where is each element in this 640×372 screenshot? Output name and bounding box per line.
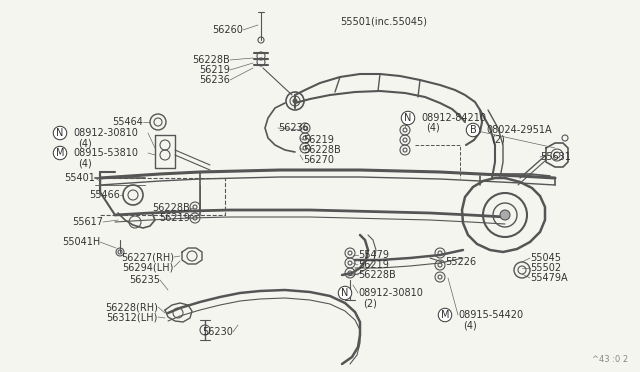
Text: 56312(LH): 56312(LH) — [107, 312, 158, 322]
Text: (2): (2) — [363, 298, 377, 308]
Text: 55045: 55045 — [530, 253, 561, 263]
Text: 56228(RH): 56228(RH) — [105, 302, 158, 312]
Text: M: M — [56, 148, 64, 158]
Text: 08912-30810: 08912-30810 — [73, 128, 138, 138]
Text: 56219: 56219 — [303, 135, 334, 145]
Text: 55466: 55466 — [89, 190, 120, 200]
Text: 56228B: 56228B — [152, 203, 190, 213]
Circle shape — [500, 210, 510, 220]
Text: (4): (4) — [426, 123, 440, 133]
Text: 56228B: 56228B — [192, 55, 230, 65]
Text: 56219: 56219 — [199, 65, 230, 75]
Text: 56236: 56236 — [199, 75, 230, 85]
Text: (4): (4) — [463, 320, 477, 330]
Text: 55226: 55226 — [445, 257, 476, 267]
Text: 08912-84210: 08912-84210 — [421, 113, 486, 123]
Text: ^43 :0 2: ^43 :0 2 — [592, 356, 628, 365]
Text: (4): (4) — [78, 138, 92, 148]
Text: 56219: 56219 — [358, 260, 389, 270]
Text: 08915-53810: 08915-53810 — [73, 148, 138, 158]
Text: (2): (2) — [491, 135, 505, 145]
Text: 55401: 55401 — [64, 173, 95, 183]
Text: 08024-2951A: 08024-2951A — [486, 125, 552, 135]
Text: 56260: 56260 — [212, 25, 243, 35]
Text: 55041H: 55041H — [61, 237, 100, 247]
Text: 56228B: 56228B — [358, 270, 396, 280]
Text: 55617: 55617 — [72, 217, 103, 227]
Text: 56227(RH): 56227(RH) — [121, 252, 174, 262]
Text: 56294(LH): 56294(LH) — [123, 262, 174, 272]
Text: (4): (4) — [78, 158, 92, 168]
Text: 55502: 55502 — [530, 263, 561, 273]
Text: 56235: 56235 — [129, 275, 160, 285]
Text: 55479: 55479 — [358, 250, 389, 260]
Text: M: M — [441, 310, 449, 320]
Text: 55631: 55631 — [540, 152, 571, 162]
Text: 55479A: 55479A — [530, 273, 568, 283]
Text: 56230: 56230 — [202, 327, 233, 337]
Text: 56219: 56219 — [159, 213, 190, 223]
Text: 56270: 56270 — [303, 155, 334, 165]
Text: 08915-54420: 08915-54420 — [458, 310, 523, 320]
Text: N: N — [341, 288, 349, 298]
Text: N: N — [56, 128, 64, 138]
Text: 56236: 56236 — [278, 123, 309, 133]
Circle shape — [293, 99, 297, 103]
Text: B: B — [470, 125, 476, 135]
Text: 56228B: 56228B — [303, 145, 340, 155]
Text: 08912-30810: 08912-30810 — [358, 288, 423, 298]
Text: 55501(inc.55045): 55501(inc.55045) — [340, 17, 427, 27]
Text: N: N — [404, 113, 412, 123]
Text: 55464: 55464 — [112, 117, 143, 127]
